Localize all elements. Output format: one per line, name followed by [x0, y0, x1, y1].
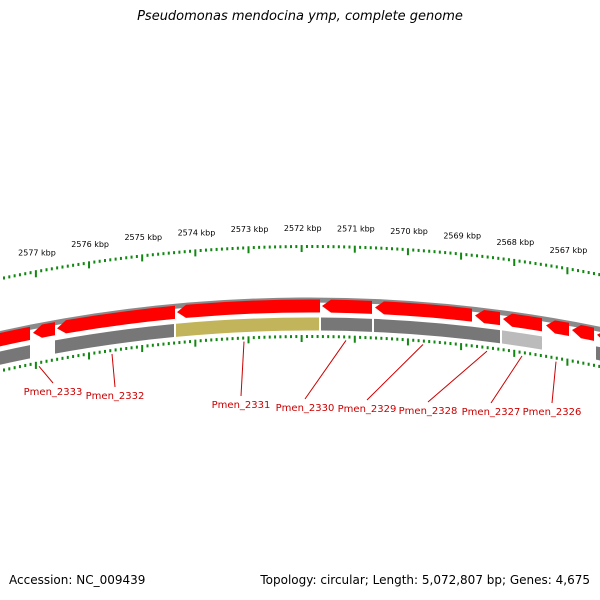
gene-leader-line [111, 353, 116, 388]
scale-label: 2572 kbp [284, 224, 322, 233]
scale-label: 2570 kbp [390, 227, 428, 236]
forward-gene[interactable] [572, 325, 594, 341]
gene-leader-line [240, 341, 245, 397]
gene-label[interactable]: Pmen_2327 [462, 407, 521, 418]
gene-label[interactable]: Pmen_2326 [523, 407, 582, 418]
gene-label[interactable]: Pmen_2329 [338, 404, 397, 415]
reverse-gene[interactable] [321, 317, 372, 332]
forward-gene[interactable] [322, 299, 372, 314]
reverse-gene[interactable] [176, 317, 319, 337]
forward-gene[interactable] [177, 299, 320, 318]
forward-gene[interactable] [0, 326, 30, 348]
scale-label: 2567 kbp [550, 246, 588, 255]
reverse-gene[interactable] [55, 323, 174, 354]
forward-gene[interactable] [57, 305, 175, 334]
scale-label: 2577 kbp [18, 249, 56, 258]
gene-leader-line [304, 340, 347, 400]
reverse-gene[interactable] [596, 346, 600, 362]
gene-label[interactable]: Pmen_2332 [86, 391, 145, 402]
gene-label[interactable]: Pmen_2331 [212, 400, 271, 411]
reverse-gene[interactable] [502, 330, 542, 350]
gene-label[interactable]: Pmen_2328 [399, 406, 458, 417]
topology-text: Topology: circular; Length: 5,072,807 bp… [260, 573, 590, 587]
scale-label: 2575 kbp [124, 233, 162, 242]
scale-label: 2568 kbp [496, 238, 534, 247]
forward-gene[interactable] [503, 313, 542, 332]
gene-leader-line [366, 344, 424, 401]
forward-gene[interactable] [33, 322, 55, 338]
gene-leader-line [551, 361, 557, 404]
forward-gene[interactable] [375, 301, 472, 322]
scale-label: 2571 kbp [337, 225, 375, 234]
gene-leader-line [427, 350, 488, 403]
scale-label: 2574 kbp [178, 228, 216, 237]
reverse-gene[interactable] [0, 345, 30, 366]
reverse-gene[interactable] [374, 318, 500, 344]
gene-label[interactable]: Pmen_2330 [276, 403, 335, 414]
scale-label: 2576 kbp [71, 240, 109, 249]
gene-label[interactable]: Pmen_2333 [24, 387, 83, 398]
forward-gene[interactable] [597, 330, 600, 344]
accession-text: Accession: NC_009439 [9, 573, 146, 587]
gene-leader-line [490, 355, 523, 404]
gene-leader-line [38, 365, 54, 384]
scale-label: 2569 kbp [443, 232, 481, 241]
forward-gene[interactable] [546, 320, 569, 337]
forward-gene[interactable] [475, 309, 500, 326]
genome-title: Pseudomonas mendocina ymp, complete geno… [137, 9, 463, 24]
scale-label: 2573 kbp [231, 225, 269, 234]
